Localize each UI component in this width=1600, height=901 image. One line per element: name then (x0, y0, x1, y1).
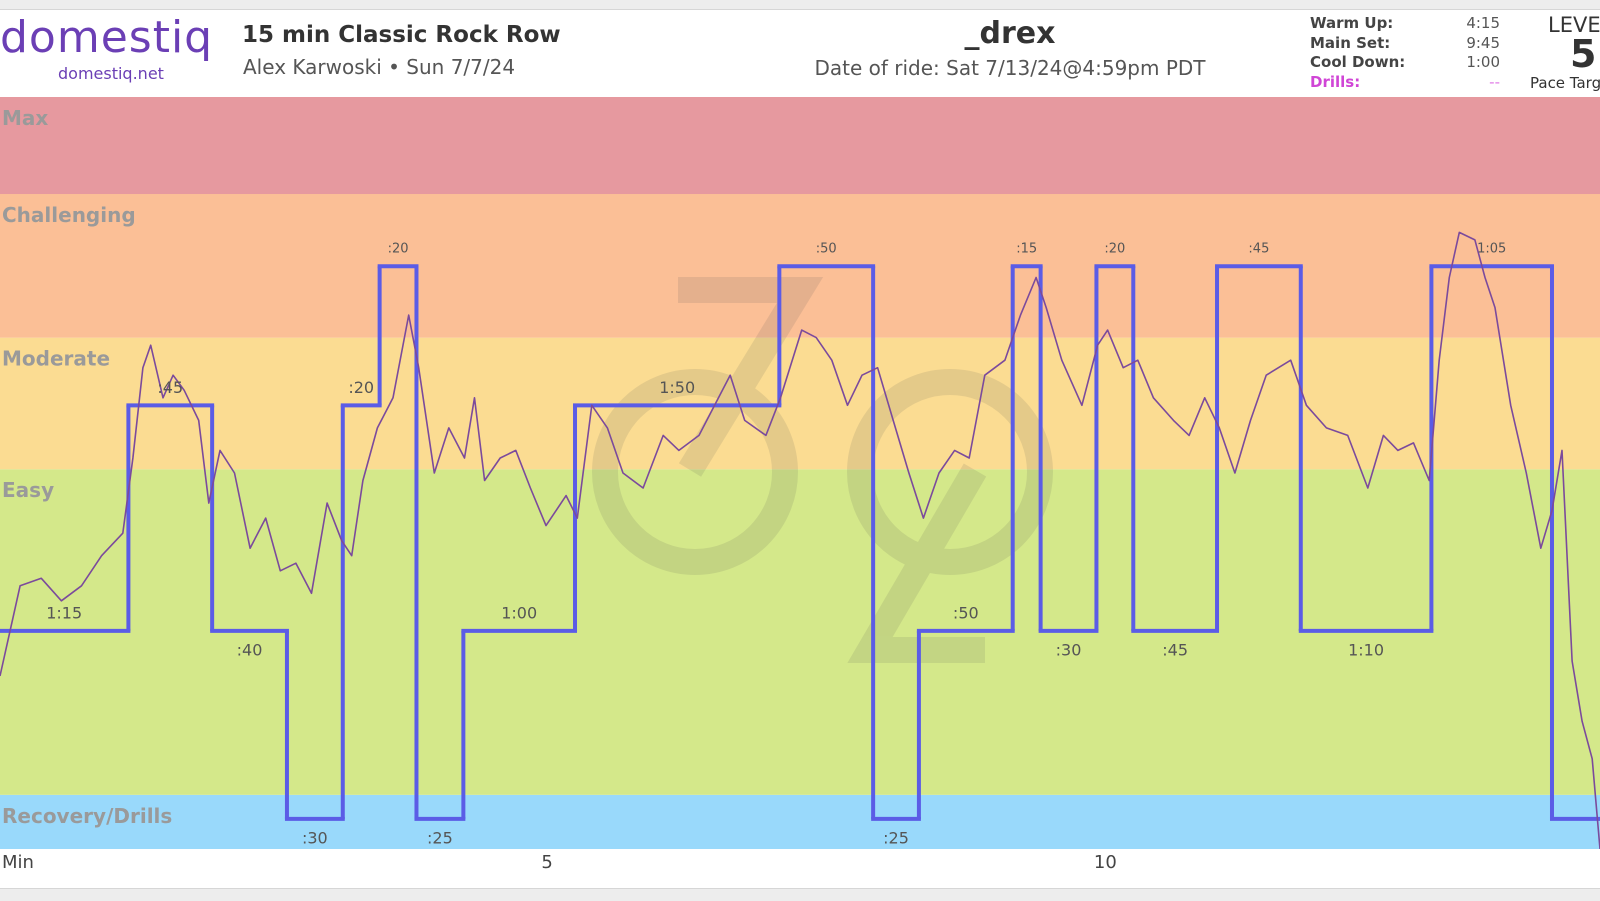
step-duration-label: :25 (427, 828, 453, 847)
level-label: LEVEL (1548, 13, 1600, 37)
zone-label: Recovery/Drills (2, 804, 172, 828)
workout-title: 15 min Classic Rock Row (242, 22, 561, 48)
step-duration-label: :45 (1248, 242, 1269, 257)
bottom-bar (0, 888, 1600, 901)
summary-row: Cool Down: 1:00 (1310, 53, 1500, 71)
step-duration-label: :30 (302, 828, 328, 847)
step-duration-label: :50 (816, 242, 837, 257)
zone-label: Easy (2, 478, 54, 502)
step-duration-label: :20 (388, 242, 409, 257)
step-duration-label: :45 (157, 378, 183, 397)
ride-date: Date of ride: Sat 7/13/24@4:59pm PDT (814, 56, 1206, 80)
logo: domestiq (0, 12, 214, 63)
step-duration-label: 1:15 (46, 603, 82, 622)
workout-subtitle: Alex Karwoski • Sun 7/7/24 (243, 55, 516, 79)
summary-label: Warm Up: (1310, 14, 1394, 32)
summary-row: Main Set: 9:45 (1310, 34, 1500, 52)
summary-label: Drills: (1310, 72, 1361, 91)
step-duration-label: :45 (1162, 640, 1188, 659)
zone-band (0, 794, 1600, 849)
step-duration-label: 1:05 (1477, 242, 1506, 257)
watermark-shape (678, 277, 987, 663)
summary-label: Main Set: (1310, 33, 1391, 52)
plot-area: Recovery/Drills Easy Moderate Challenging Ma… (0, 97, 1600, 849)
summary-value: 4:15 (1466, 14, 1500, 32)
summary-value: 1:00 (1466, 53, 1500, 71)
x-tick-label: 5 (541, 852, 552, 873)
level-value: 5 (1570, 32, 1597, 76)
logo-site: domestiq.net (58, 64, 164, 83)
x-tick-label: 10 (1094, 852, 1117, 873)
step-duration-label: :50 (953, 603, 979, 622)
zone-label: Moderate (2, 347, 110, 371)
level-caption: Pace Target (1530, 74, 1600, 92)
step-duration-label: 1:00 (501, 603, 537, 622)
step-duration-label: 1:10 (1348, 640, 1384, 659)
step-duration-label: 1:50 (659, 378, 695, 397)
summary-value: 9:45 (1466, 33, 1500, 52)
step-duration-label: :40 (237, 640, 263, 659)
zone-band (0, 337, 1600, 470)
rider-name: _drex (964, 16, 1056, 51)
step-duration-label: :20 (1104, 242, 1125, 257)
top-bar (0, 0, 1600, 10)
step-duration-label: :30 (1056, 640, 1082, 659)
level-box: LEVEL 5 Pace Target (1530, 12, 1600, 96)
x-tick-label: Min (2, 852, 34, 873)
step-duration-label: :15 (1016, 242, 1037, 257)
zone-label: Challenging (2, 203, 136, 227)
pace-line (0, 231, 1600, 849)
summary-label: Cool Down: (1310, 53, 1406, 71)
summary-row: Drills: -- (1310, 73, 1500, 91)
watermark-shape (592, 369, 798, 575)
summary-value: -- (1489, 72, 1500, 91)
step-duration-label: :20 (348, 378, 374, 397)
zone-band (0, 97, 1600, 195)
step-duration-label: :25 (883, 828, 909, 847)
summary-row: Warm Up: 4:15 (1310, 14, 1500, 32)
zone-label: Max (2, 106, 48, 130)
